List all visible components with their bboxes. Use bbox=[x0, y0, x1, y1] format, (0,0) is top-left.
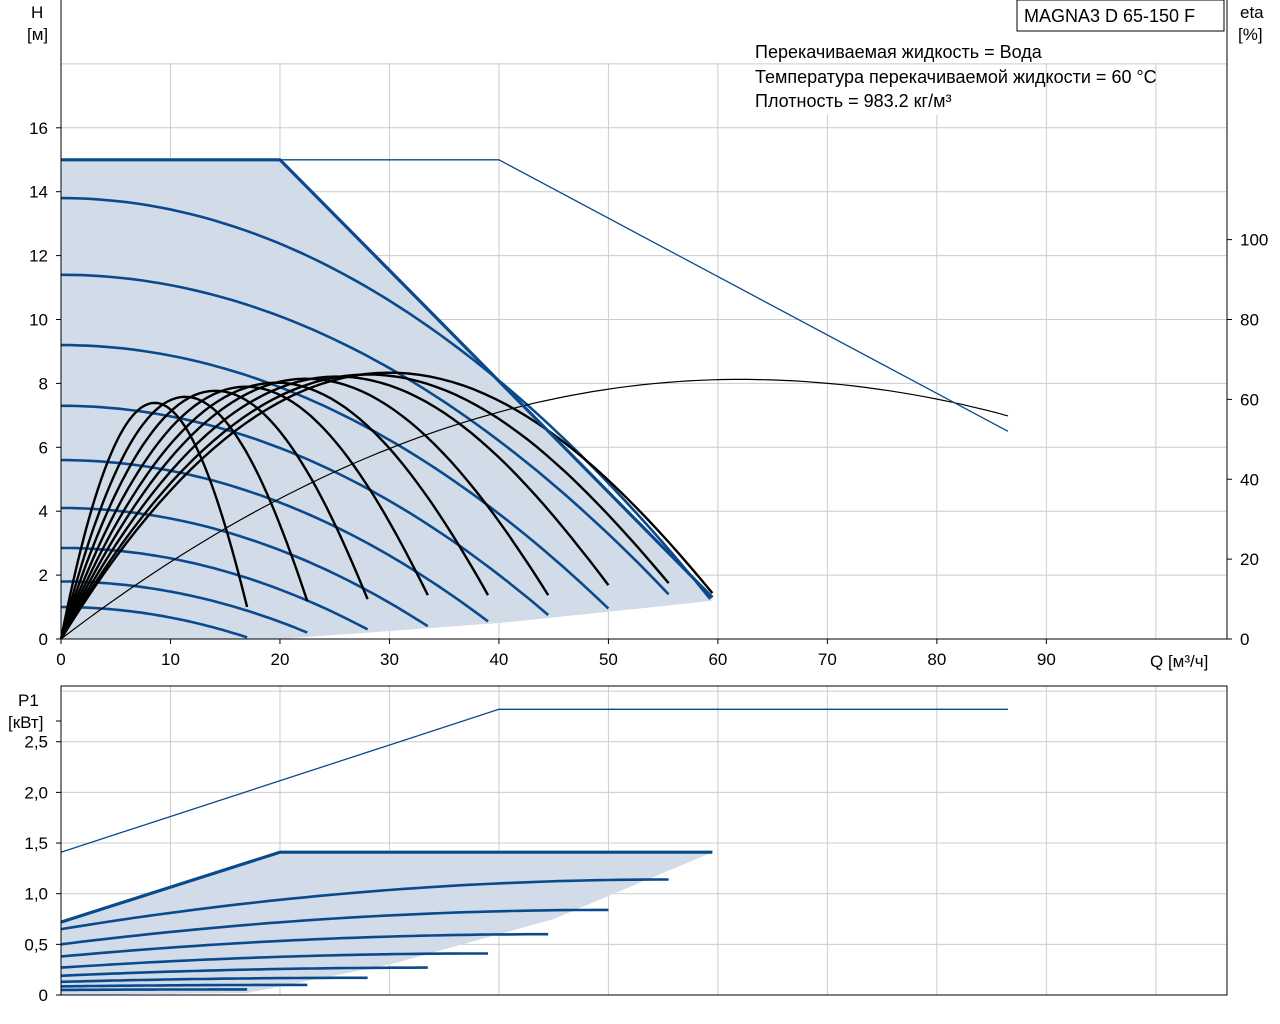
efficiency-curve bbox=[59, 373, 670, 640]
y2-tick-label: 80 bbox=[1240, 311, 1259, 330]
hq-curve bbox=[61, 343, 610, 610]
y2-tick-label: 60 bbox=[1240, 390, 1259, 409]
hq-curve bbox=[60, 273, 670, 596]
fluid-info-line: Температура перекачиваемой жидкости = 60… bbox=[755, 67, 1157, 87]
y-tick-label: 10 bbox=[29, 311, 48, 330]
power-curve bbox=[60, 952, 488, 969]
x-tick-label: 0 bbox=[56, 650, 65, 669]
y-tick-label: 1,5 bbox=[24, 834, 48, 853]
x-tick-label: 40 bbox=[489, 650, 508, 669]
product-title: MAGNA3 D 65-150 F bbox=[1024, 6, 1195, 26]
y-tick-label: 8 bbox=[39, 374, 48, 393]
max-power-curve bbox=[60, 850, 713, 924]
product-title-box bbox=[1016, 0, 1225, 32]
x-tick-label: 90 bbox=[1037, 650, 1056, 669]
x-tick-label: 60 bbox=[708, 650, 727, 669]
power-curve bbox=[60, 878, 669, 931]
hq-curve bbox=[60, 196, 712, 600]
y-tick-label: 12 bbox=[29, 247, 48, 266]
fluid-info-line: Плотность = 983.2 кг/м³ bbox=[755, 91, 951, 111]
power-curve bbox=[60, 983, 308, 988]
y2-tick-label: 100 bbox=[1240, 231, 1268, 250]
x-tick-label: 10 bbox=[161, 650, 180, 669]
power-curve bbox=[60, 932, 549, 958]
y-tick-label: 2,5 bbox=[24, 733, 48, 752]
x-tick-label: 80 bbox=[927, 650, 946, 669]
two-pump-hq-curve bbox=[61, 159, 1009, 432]
head-chart: 0 10 20 30 40 50 60 70 80 90 0 2 4 6 8 10 12 14 16 0 20 40 60 8… bbox=[29, 0, 1268, 669]
y-tick-label: 0 bbox=[39, 630, 48, 649]
power-curve bbox=[60, 966, 428, 978]
efficiency-curve bbox=[59, 381, 490, 640]
efficiency-curve bbox=[59, 375, 610, 640]
y-tick-label: 16 bbox=[29, 119, 48, 138]
power-curve bbox=[61, 988, 248, 992]
operating-area bbox=[61, 159, 713, 640]
power-curve bbox=[60, 976, 368, 984]
efficiency-curve bbox=[59, 389, 369, 640]
power-chart-frame bbox=[60, 685, 1228, 996]
efficiency-curve-two-pumps bbox=[60, 378, 1009, 640]
y-tick-label: 2,0 bbox=[24, 783, 48, 802]
y-tick-label: 4 bbox=[39, 502, 48, 521]
efficiency-curve bbox=[59, 385, 429, 640]
hq-curve bbox=[61, 580, 308, 634]
fluid-info-line: Перекачиваемая жидкость = Вода bbox=[755, 42, 1043, 62]
eta-axis-title: eta bbox=[1240, 3, 1264, 22]
power-axis-unit: [кВт] bbox=[8, 713, 43, 732]
y2-tick-label: 40 bbox=[1240, 470, 1259, 489]
efficiency-curve bbox=[59, 395, 309, 640]
power-curve bbox=[60, 908, 609, 946]
y-tick-label: 0 bbox=[39, 986, 48, 1005]
y-tick-label: 14 bbox=[29, 183, 48, 202]
y2-tick-label: 0 bbox=[1240, 630, 1249, 649]
efficiency-curve bbox=[59, 401, 249, 640]
y2-tick-label: 20 bbox=[1240, 550, 1259, 569]
y-tick-label: 1,0 bbox=[24, 885, 48, 904]
y-tick-label: 2 bbox=[39, 566, 48, 585]
hq-curve bbox=[60, 605, 248, 639]
fluid-info: Перекачиваемая жидкость = Вода Температу… bbox=[755, 42, 1157, 111]
x-tick-label: 50 bbox=[599, 650, 618, 669]
y-tick-label: 6 bbox=[39, 438, 48, 457]
efficiency-curve bbox=[59, 371, 714, 640]
head-axis-title: H bbox=[31, 3, 43, 22]
operating-area bbox=[61, 852, 713, 995]
hq-curve bbox=[61, 404, 550, 616]
x-tick-label: 70 bbox=[818, 650, 837, 669]
y-tick-label: 0,5 bbox=[24, 935, 48, 954]
eta-axis-unit: [%] bbox=[1238, 25, 1263, 44]
efficiency-curve bbox=[59, 377, 550, 640]
x-tick-label: 20 bbox=[271, 650, 290, 669]
power-axis-title: P1 bbox=[18, 691, 39, 710]
flow-axis-title: Q [м³/ч] bbox=[1150, 652, 1208, 671]
power-chart: 0 0,5 1,0 1,5 2,0 2,5 bbox=[24, 685, 1228, 1005]
x-tick-label: 30 bbox=[380, 650, 399, 669]
head-axis-unit: [м] bbox=[27, 25, 48, 44]
two-pump-power-curve bbox=[60, 708, 1008, 853]
